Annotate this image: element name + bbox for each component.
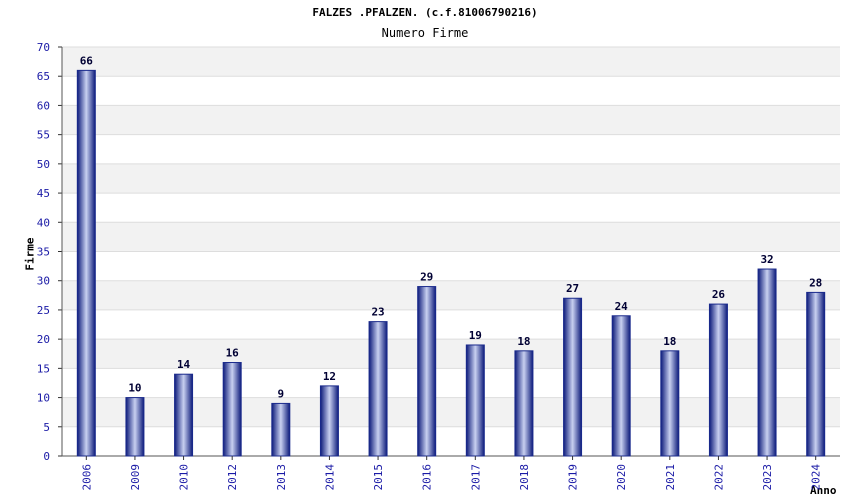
bar (125, 397, 145, 457)
data-label: 12 (323, 370, 336, 383)
y-tick-label: 55 (37, 129, 50, 142)
bar (660, 350, 680, 457)
data-label: 19 (469, 329, 482, 342)
data-label: 28 (809, 276, 822, 289)
data-label: 32 (760, 253, 773, 266)
y-tick-label: 45 (37, 187, 50, 200)
x-tick-label: 2019 (567, 464, 580, 491)
bar (174, 373, 194, 457)
bar (563, 297, 583, 457)
chart-title: FALZES .PFALZEN. (c.f.81006790216) (312, 6, 538, 19)
data-label: 29 (420, 271, 433, 284)
x-tick-label: 2018 (518, 464, 531, 491)
x-tick-label: 2022 (712, 464, 725, 491)
y-tick-label: 50 (37, 158, 50, 171)
x-tick-label: 2010 (178, 464, 191, 491)
data-label: 18 (663, 335, 676, 348)
bar (76, 69, 96, 457)
bar (417, 286, 437, 457)
data-label: 14 (177, 358, 191, 371)
y-tick-label: 25 (37, 304, 50, 317)
grid-band (62, 105, 840, 135)
bar (757, 268, 777, 457)
x-tick-label: 2020 (615, 464, 628, 491)
data-label: 27 (566, 282, 579, 295)
data-label: 66 (80, 54, 94, 67)
y-tick-label: 70 (37, 41, 50, 54)
bar (708, 303, 728, 457)
bar (514, 350, 534, 457)
bar (465, 344, 485, 457)
chart-subtitle: Numero Firme (381, 26, 469, 40)
data-label: 18 (517, 335, 530, 348)
x-tick-label: 2023 (761, 464, 774, 491)
bar (611, 315, 631, 457)
y-tick-label: 20 (37, 333, 50, 346)
x-tick-label: 2015 (372, 464, 385, 491)
x-tick-label: 2024 (810, 464, 823, 491)
grid-band (62, 222, 840, 252)
x-tick-label: 2016 (421, 464, 434, 491)
x-tick-label: 2006 (80, 464, 93, 491)
y-tick-label: 60 (37, 99, 50, 112)
y-tick-label: 0 (43, 450, 50, 463)
x-tick-label: 2017 (469, 464, 482, 491)
y-tick-label: 30 (37, 275, 50, 288)
data-label: 24 (615, 300, 629, 313)
data-label: 9 (278, 387, 285, 400)
data-label: 10 (128, 382, 141, 395)
x-tick-label: 2013 (275, 464, 288, 491)
x-tick-label: 2012 (226, 464, 239, 491)
bar (368, 321, 388, 457)
grid-band (62, 163, 840, 194)
x-tick-label: 2021 (664, 464, 677, 491)
bar (222, 362, 242, 457)
data-label: 16 (226, 347, 240, 360)
data-label: 26 (712, 288, 726, 301)
bar (319, 385, 339, 457)
bar (271, 402, 291, 457)
x-tick-label: 2009 (129, 464, 142, 491)
plot-area: 0 5 10 15 20 25 30 35 40 45 50 55 60 65 70 66 2006 10 2009… (37, 41, 840, 491)
data-label: 23 (371, 306, 384, 319)
x-axis-label: Anno (810, 484, 837, 497)
y-tick-label: 40 (37, 216, 50, 229)
y-tick-label: 10 (37, 392, 50, 405)
bar (806, 291, 826, 457)
x-tick-label: 2014 (323, 464, 336, 491)
grid-band (62, 47, 840, 77)
y-tick-label: 5 (43, 421, 50, 434)
y-tick-label: 65 (37, 70, 50, 83)
y-tick-label: 15 (37, 362, 50, 375)
y-tick-label: 35 (37, 246, 50, 259)
